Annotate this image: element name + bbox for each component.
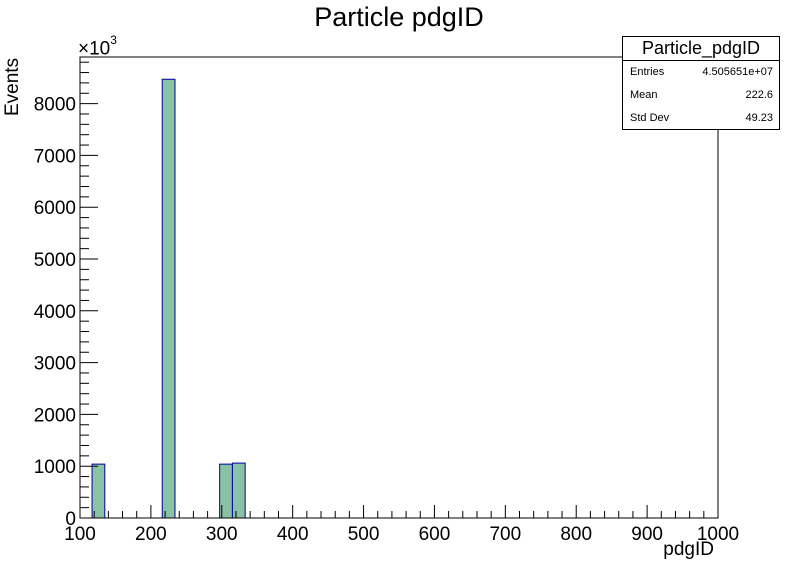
- y-tick-label: 7000: [34, 146, 76, 167]
- stats-box-title: Particle_pdgID: [623, 37, 779, 61]
- x-tick-label: 400: [277, 524, 309, 545]
- y-tick-label: 6000: [34, 198, 76, 219]
- stats-row-entries: Entries 4.505651e+07: [623, 61, 779, 84]
- x-tick-label: 700: [489, 524, 521, 545]
- y-tick-label: 0: [65, 509, 76, 530]
- x-tick-label: 300: [206, 524, 238, 545]
- stats-value: 4.505651e+07: [702, 66, 773, 78]
- y-tick-label: 4000: [34, 302, 76, 323]
- x-tick-label: 1000: [697, 524, 739, 545]
- y-axis-label: Events: [2, 57, 23, 116]
- stats-label: Entries: [630, 66, 665, 78]
- stats-value: 49.23: [745, 112, 773, 124]
- histogram-bar: [161, 78, 176, 519]
- x-tick-label: 200: [135, 524, 167, 545]
- stats-row-mean: Mean 222.6: [623, 84, 779, 107]
- x-tick-label: 500: [348, 524, 380, 545]
- chart-title: Particle pdgID: [314, 2, 484, 32]
- x-tick-label: 800: [560, 524, 592, 545]
- y-tick-label: 1000: [34, 457, 76, 478]
- x-tick-label: 100: [64, 524, 96, 545]
- stats-label: Mean: [630, 89, 658, 101]
- stats-label: Std Dev: [630, 112, 670, 124]
- y-tick-label: 8000: [34, 95, 76, 116]
- plot-frame: [79, 56, 719, 519]
- histogram-bar: [231, 462, 246, 519]
- x-axis-label: pdgID: [663, 539, 714, 560]
- y-tick-label: 3000: [34, 354, 76, 375]
- y-axis-multiplier: ×103: [78, 33, 117, 60]
- stats-box: Particle_pdgID Entries 4.505651e+07 Mean…: [622, 36, 780, 130]
- stats-row-stddev: Std Dev 49.23: [623, 107, 779, 130]
- histogram-bar: [91, 463, 106, 519]
- x-tick-label: 600: [419, 524, 451, 545]
- stats-value: 222.6: [745, 89, 773, 101]
- x-tick-label: 900: [631, 524, 663, 545]
- y-tick-label: 5000: [34, 250, 76, 271]
- y-tick-label: 2000: [34, 405, 76, 426]
